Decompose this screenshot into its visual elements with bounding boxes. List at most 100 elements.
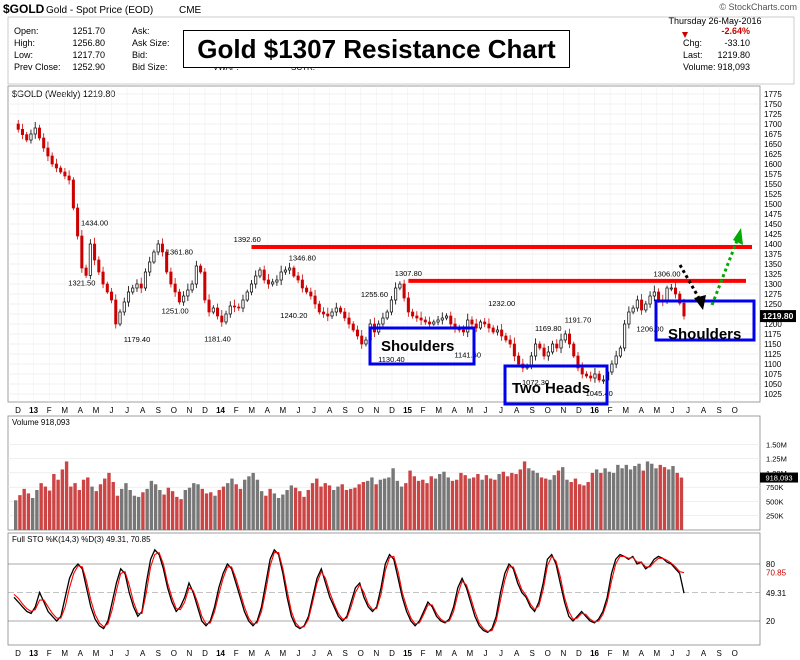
x-tick-label-bottom: J [296, 649, 300, 658]
candle-body [25, 134, 29, 141]
volume-bar [136, 496, 141, 530]
x-tick-label-bottom: S [530, 649, 535, 658]
stochastic-panel: Full STO %K(14,3) %D(3) 49.31, 70.85 20 8… [7, 532, 787, 646]
volume-bar [141, 492, 145, 530]
candle-body [593, 373, 597, 379]
x-tick-label-top: D [389, 406, 395, 415]
x-tick-label-top: D [576, 406, 582, 415]
price-tick-label: 1725 [764, 110, 782, 119]
volume-bar [158, 490, 162, 530]
candle-body [20, 128, 24, 136]
candle-body [37, 127, 41, 139]
candle-body [538, 343, 542, 349]
volume-bar [327, 485, 332, 530]
candle-body [487, 323, 491, 329]
candle-body [623, 323, 627, 349]
candle-body [110, 291, 114, 301]
volume-bar [561, 467, 565, 530]
price-tick-label: 1025 [764, 390, 782, 399]
candle-body [542, 347, 546, 357]
x-tick-label-top: N [560, 406, 566, 415]
x-tick-label-top: M [280, 406, 287, 415]
quote-right-value: 1219.80 [717, 50, 750, 60]
volume-bar [64, 461, 69, 530]
volume-bar [476, 474, 480, 530]
quote-right-value: -2.64% [721, 26, 750, 36]
x-tick-label-bottom: M [654, 649, 661, 658]
candle-body [474, 323, 478, 329]
volume-bar [183, 490, 188, 530]
price-tick-label: 1150 [764, 340, 782, 349]
price-annotation-label: 1181.40 [204, 334, 231, 343]
candle-body [59, 167, 63, 173]
candle-body [126, 291, 131, 303]
chart-title-box: Gold $1307 Resistance Chart [183, 30, 570, 68]
volume-bar [438, 474, 442, 530]
candle-body [394, 287, 398, 301]
volume-bar [204, 493, 209, 530]
volume-bar [416, 480, 421, 530]
candle-body [428, 321, 432, 325]
volume-bar [268, 488, 272, 530]
candle-body [203, 271, 207, 301]
candle-body [148, 261, 152, 273]
x-tick-label-top: M [248, 406, 255, 415]
volume-bar [162, 494, 166, 530]
candle-body [309, 291, 313, 297]
x-tick-label-top: O [545, 406, 551, 415]
volume-bar [247, 476, 251, 530]
volume-bar [302, 496, 306, 530]
candle-body [572, 343, 576, 357]
x-tick-label-top: A [140, 406, 146, 415]
volume-bar [259, 491, 264, 530]
price-tick-label: 1750 [764, 100, 782, 109]
candle-body [610, 363, 614, 373]
x-tick-label-bottom: 16 [590, 649, 599, 658]
candle-body [631, 307, 635, 313]
volume-bar [628, 469, 633, 530]
price-tick-label: 1450 [764, 220, 782, 229]
volume-tick-label: 500K [766, 497, 784, 506]
price-tick-label: 1525 [764, 190, 782, 199]
volume-bar [255, 479, 260, 530]
quote-right-value: 918,093 [717, 62, 750, 72]
x-tick-label-bottom: M [467, 649, 474, 658]
x-tick-label-top: F [608, 406, 613, 415]
quote-field-label: Bid Size: [132, 62, 168, 72]
volume-bar [455, 479, 459, 530]
candle-body [495, 329, 499, 333]
volume-bar [103, 478, 107, 530]
price-tick-label: 1275 [764, 290, 782, 299]
candle-body [466, 319, 470, 333]
volume-bar [552, 475, 556, 530]
volume-bar [374, 484, 378, 530]
volume-bar [522, 461, 527, 530]
candle-body [160, 243, 164, 253]
x-tick-label-bottom: S [156, 649, 161, 658]
last-volume-tag [760, 472, 798, 483]
candle-body [186, 289, 190, 297]
volume-bar [298, 491, 302, 530]
price-tick-label: 1300 [764, 280, 782, 289]
volume-bar [289, 485, 294, 530]
volume-bar [120, 488, 124, 530]
candle-body [275, 279, 279, 283]
x-tick-label-top: S [717, 406, 722, 415]
down-arrow-icon [682, 32, 688, 38]
sto-series-line [13, 548, 685, 634]
x-tick-label-top: J [296, 406, 300, 415]
quote-field-label: Ask: [132, 26, 150, 36]
x-tick-label-bottom: F [47, 649, 52, 658]
candle-body [292, 267, 296, 277]
volume-bar [217, 490, 221, 530]
x-tick-label-bottom: M [61, 649, 68, 658]
candle-body [411, 311, 415, 317]
price-annotation-label: 1321.50 [68, 278, 95, 287]
volume-bar [679, 477, 684, 530]
x-tick-label-bottom: F [608, 649, 613, 658]
x-tick-label-top: J [670, 406, 674, 415]
volume-bar [192, 483, 196, 530]
candle-body [258, 269, 262, 277]
volume-bar [531, 470, 535, 530]
instrument-name: Gold - Spot Price (EOD) [46, 5, 153, 16]
